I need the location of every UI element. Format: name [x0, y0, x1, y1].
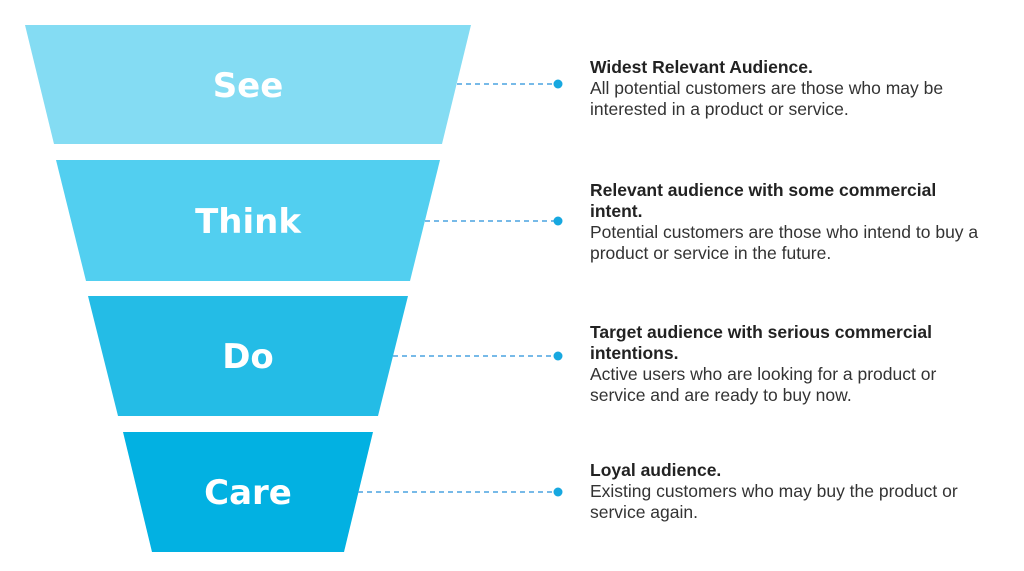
- funnel-segment-do: [88, 296, 408, 416]
- description-title: Widest Relevant Audience.: [590, 57, 813, 77]
- description-do: Target audience with serious commercial …: [590, 322, 982, 406]
- description-text: Potential customers are those who intend…: [590, 222, 979, 263]
- stage-label-see: See: [213, 66, 284, 106]
- funnel-segment-see: [25, 25, 471, 144]
- connector-dot-do: [553, 351, 563, 361]
- description-text: Active users who are looking for a produ…: [590, 364, 937, 405]
- description-think: Relevant audience with some commercial i…: [590, 180, 982, 264]
- description-care: Loyal audience. Existing customers who m…: [590, 460, 982, 523]
- stage-care: Care: [123, 432, 563, 552]
- description-title: Relevant audience with some commercial i…: [590, 180, 937, 221]
- description-title: Target audience with serious commercial …: [590, 322, 933, 363]
- connector-dot-see: [553, 79, 563, 89]
- connector-dot-care: [553, 487, 563, 497]
- stage-see: See: [25, 25, 563, 144]
- funnel-segment-care: [123, 432, 373, 552]
- description-text: Existing customers who may buy the produ…: [590, 481, 958, 522]
- stage-think: Think: [56, 160, 563, 281]
- stage-do: Do: [88, 296, 563, 416]
- description-title: Loyal audience.: [590, 460, 722, 480]
- stage-label-do: Do: [222, 337, 274, 377]
- stage-label-think: Think: [195, 202, 302, 242]
- funnel-segment-think: [56, 160, 440, 281]
- description-see: Widest Relevant Audience. All potential …: [590, 57, 982, 120]
- stage-label-care: Care: [204, 473, 292, 513]
- description-text: All potential customers are those who ma…: [590, 78, 944, 119]
- connector-dot-think: [553, 216, 563, 226]
